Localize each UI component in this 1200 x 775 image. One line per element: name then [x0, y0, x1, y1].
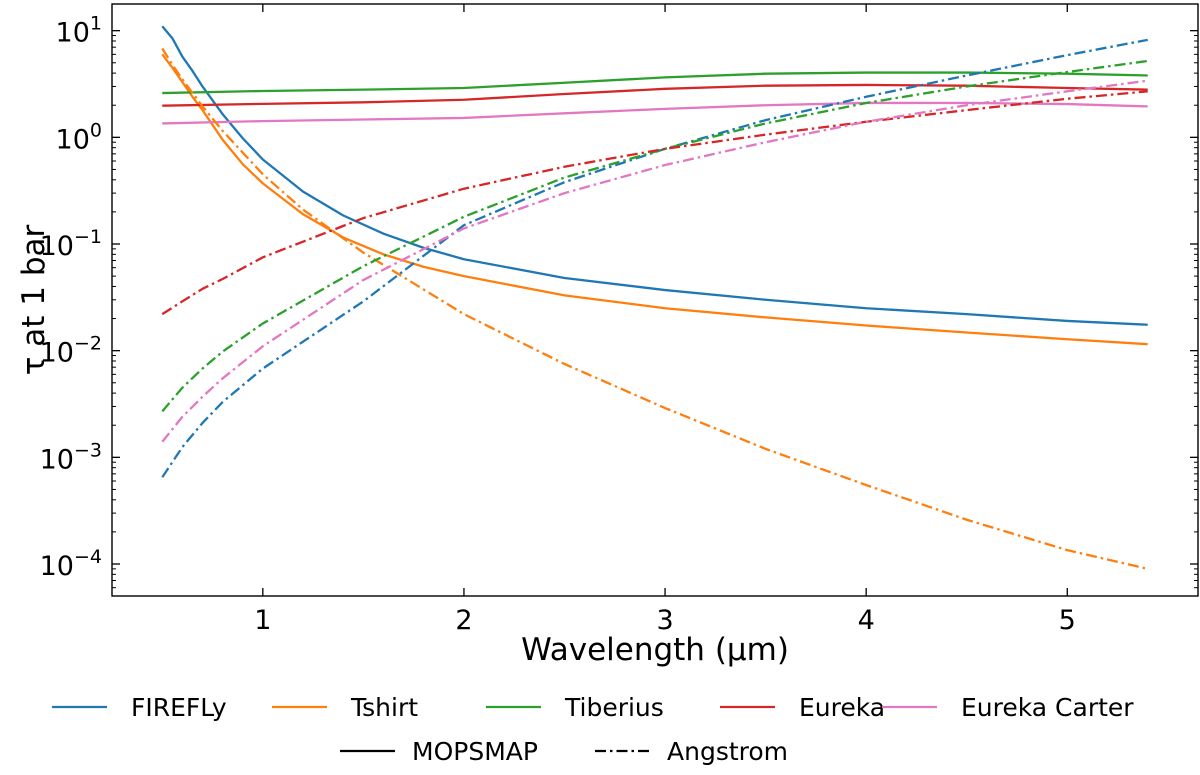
series-line-firefly-angstrom [161, 38, 1148, 478]
series-line-firefly-mopsmap [161, 25, 1148, 326]
legend-label: Eureka Carter [961, 693, 1134, 722]
legend-item-eureka-carter: Eureka Carter [882, 693, 1134, 722]
series-line-eureka-carter-angstrom [161, 79, 1148, 443]
series-line-eureka-mopsmap [162, 83, 1148, 107]
legend-label: MOPSMAP [412, 737, 538, 766]
x-tick-label: 1 [254, 605, 271, 636]
y-tick-label: 10−2 [40, 333, 102, 369]
x-tick-label: 2 [455, 605, 472, 636]
legend-label: Tshirt [350, 693, 418, 722]
plot-frame [111, 3, 1199, 597]
y-axis-label: τ at 1 bar [16, 224, 52, 375]
series-line-tshirt-mopsmap [161, 53, 1148, 346]
legend: FIREFLy Tshirt Tiberius Eureka Eureka Carter… [52, 693, 1134, 766]
y-tick-label: 100 [56, 119, 102, 155]
series-line-tiberius-mopsmap [162, 71, 1148, 95]
x-tick-label: 4 [858, 605, 875, 636]
legend-item-tshirt: Tshirt [272, 693, 418, 722]
series-line-tshirt-angstrom [161, 47, 1148, 570]
legend-label: FIREFLy [131, 693, 227, 722]
series-lines [161, 25, 1148, 570]
legend-label: Tiberius [564, 693, 664, 722]
series-line-eureka-carter-mopsmap [162, 101, 1148, 125]
y-tick-label: 10−3 [40, 439, 102, 475]
legend-item-mopsmap: MOPSMAP [340, 737, 538, 766]
series-line-tiberius-angstrom [161, 59, 1148, 413]
legend-label: Eureka [799, 693, 885, 722]
x-axis-label: Wavelength (μm) [521, 632, 789, 668]
y-tick-label: 10−4 [40, 546, 102, 582]
plot-area: 1 2 3 4 5 10−4 10−3 10−2 10−1 100 101 [40, 3, 1199, 636]
legend-item-eureka: Eureka [720, 693, 885, 722]
legend-item-angstrom: Angstrom [595, 737, 788, 766]
legend-item-tiberius: Tiberius [486, 693, 664, 722]
series-line-eureka-angstrom [161, 90, 1148, 316]
y-tick-label: 10−1 [40, 226, 102, 262]
legend-item-firefly: FIREFLy [52, 693, 227, 722]
x-tick-label: 5 [1059, 605, 1076, 636]
x-tick-label: 3 [656, 605, 673, 636]
legend-label: Angstrom [667, 737, 788, 766]
y-tick-label: 101 [56, 13, 102, 49]
